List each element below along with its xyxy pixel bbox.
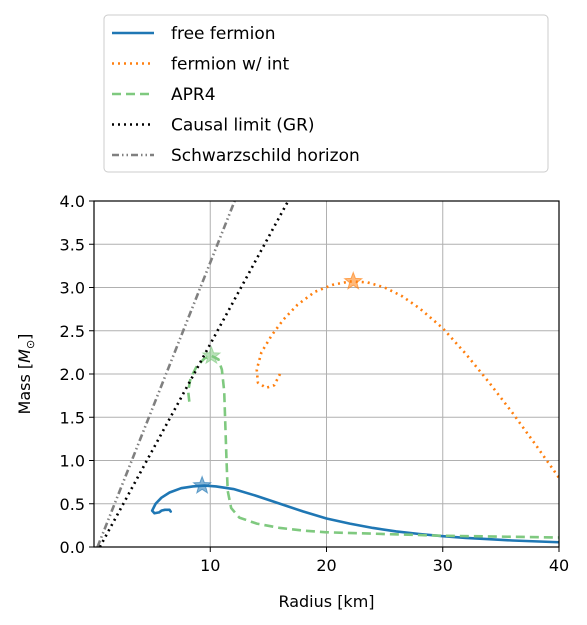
max-mass-star-1: [343, 271, 364, 290]
legend-label-4: Schwarzschild horizon: [171, 146, 360, 166]
y-tick-label: 0.5: [60, 495, 85, 514]
y-axis-label: Mass [M⊙]: [15, 334, 37, 415]
max-mass-star-0: [192, 475, 213, 495]
x-tick-label: 40: [549, 556, 569, 575]
y-tick-label: 2.0: [60, 365, 85, 384]
y-tick-label: 1.0: [60, 452, 85, 471]
legend-label-3: Causal limit (GR): [171, 116, 315, 136]
x-tick-label: 10: [200, 556, 220, 575]
legend: free fermion fermion w/ int APR4 Causal lim…: [103, 14, 549, 173]
legend-frame: [103, 14, 549, 173]
x-tick-label: 20: [316, 556, 336, 575]
legend-label-1: fermion w/ int: [171, 55, 290, 75]
y-tick-label: 3.5: [60, 235, 85, 254]
series-line-1: [255, 280, 559, 479]
y-tick-label: 3.0: [60, 279, 85, 298]
max-mass-star-2: [201, 345, 222, 365]
series-layer: [96, 201, 559, 547]
x-tick-label: 30: [433, 556, 453, 575]
series-line-4: [96, 201, 236, 547]
legend-label-0: free fermion: [171, 24, 276, 44]
y-tick-label: 2.5: [60, 322, 85, 341]
y-tick-label: 0.0: [60, 538, 85, 557]
y-tick-label: 4.0: [60, 192, 85, 211]
x-axis-label: Radius [km]: [278, 592, 374, 611]
grid-lines: [94, 201, 559, 547]
axis-ticks: 10 20 30 40 0.0 0.5 1.0 1.5 2.0 2.5 3.0 3.5 4.0: [60, 192, 570, 575]
y-tick-label: 1.5: [60, 408, 85, 427]
legend-label-2: APR4: [171, 85, 216, 105]
series-line-2: [186, 354, 559, 539]
